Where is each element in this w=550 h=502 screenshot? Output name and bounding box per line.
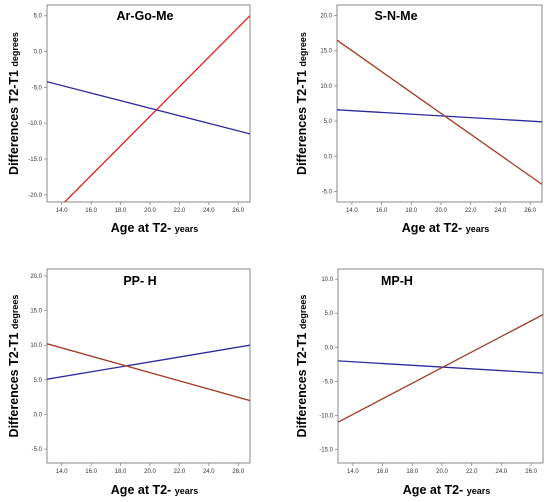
x-tick-label: 14.0 <box>56 208 68 214</box>
x-axis-label: Age at T2- years <box>403 483 490 497</box>
series-line-2 <box>63 15 250 202</box>
y-tick-label: 20.0 <box>320 14 332 20</box>
x-tick-label: 20.0 <box>144 208 156 214</box>
series-line-2 <box>47 343 250 402</box>
x-tick-label: 14.0 <box>56 469 68 475</box>
x-tick-label: 22.0 <box>174 208 186 214</box>
x-tick-label: 26.0 <box>232 208 244 214</box>
x-axis-label: Age at T2- years <box>402 221 489 235</box>
chart-panel-2: 20.0 15.0 10.0 5.0 0.0 -5.0 14.0 16.0 18.0 20.0 22… <box>295 4 543 235</box>
plot-area <box>46 4 251 203</box>
y-tick-label: -5.0 <box>32 447 43 453</box>
x-tick-label: 16.0 <box>376 208 388 214</box>
x-tick-label: 20.0 <box>144 469 156 475</box>
x-tick-label: 18.0 <box>115 208 127 214</box>
series-line-1 <box>47 344 250 380</box>
y-axis-label: Differences T2-T1 degrees <box>295 295 309 438</box>
y-tick-label: 5.0 <box>324 119 333 125</box>
x-tick-label: 26.0 <box>525 469 537 475</box>
y-tick-label: -15.0 <box>319 447 333 453</box>
x-tick-label: 24.0 <box>495 208 507 214</box>
x-tick-label: 18.0 <box>115 469 127 475</box>
y-tick-label: 10.0 <box>321 277 333 283</box>
y-tick-label: -10.0 <box>28 121 42 127</box>
series-line-1 <box>338 360 543 374</box>
plot-area <box>337 268 544 464</box>
x-axis-label: Age at T2- years <box>111 221 198 235</box>
x-tick-label: 18.0 <box>406 469 418 475</box>
x-tick-label: 16.0 <box>377 469 389 475</box>
y-tick-label: 15.0 <box>320 49 332 55</box>
x-tick-label: 18.0 <box>405 208 417 214</box>
x-tick-label: 26.0 <box>232 469 244 475</box>
series-group <box>47 343 250 402</box>
y-tick-label: 10.0 <box>30 343 42 349</box>
panel-title: Ar-Go-Me <box>117 9 174 23</box>
x-tick-label: 16.0 <box>85 469 97 475</box>
series-line-1 <box>337 109 542 123</box>
y-tick-label: 10.0 <box>320 84 332 90</box>
x-tick-label: 20.0 <box>435 208 447 214</box>
x-tick-label: 22.0 <box>466 469 478 475</box>
series-group <box>337 39 542 185</box>
series-group <box>47 15 250 202</box>
y-axis-label: Differences T2-T1 degrees <box>7 32 21 175</box>
plot-area <box>336 4 543 203</box>
y-tick-label: 5.0 <box>34 14 43 20</box>
y-tick-label: -5.0 <box>32 85 43 91</box>
y-tick-label: 5.0 <box>325 311 334 317</box>
x-tick-label: 20.0 <box>436 469 448 475</box>
plot-area <box>46 268 251 464</box>
y-tick-label: -5.0 <box>322 189 333 195</box>
y-axis-label: Differences T2-T1 degrees <box>295 32 309 175</box>
y-tick-label: 0.0 <box>325 345 334 351</box>
y-tick-label: 20.0 <box>30 274 42 280</box>
chart-panel-3: 20.0 15.0 10.0 5.0 0.0 -5.0 14.0 16.0 18.0 20.0 22… <box>7 268 251 497</box>
x-tick-label: 22.0 <box>174 469 186 475</box>
series-line-1 <box>47 81 250 135</box>
x-tick-label: 26.0 <box>524 208 536 214</box>
y-tick-label: -5.0 <box>323 379 334 385</box>
x-tick-label: 16.0 <box>85 208 97 214</box>
panel-title: PP- H <box>123 274 156 288</box>
series-group <box>338 314 543 423</box>
y-tick-label: 0.0 <box>324 154 333 160</box>
panel-title: MP-H <box>381 274 413 288</box>
panel-title: S-N-Me <box>374 9 417 23</box>
x-tick-label: 14.0 <box>347 469 359 475</box>
y-tick-label: -20.0 <box>28 193 42 199</box>
chart-panel-4: 10.0 5.0 0.0 -5.0 -10.0 -15.0 14.0 16.0 18.0 20.0… <box>295 268 544 497</box>
x-tick-label: 24.0 <box>203 208 215 214</box>
y-axis-label: Differences T2-T1 degrees <box>7 295 21 438</box>
y-tick-label: -10.0 <box>319 413 333 419</box>
y-tick-label: 0.0 <box>34 50 43 56</box>
y-tick-label: 0.0 <box>34 413 43 419</box>
y-tick-label: -15.0 <box>28 157 42 163</box>
y-tick-label: 15.0 <box>30 309 42 315</box>
y-tick-label: 5.0 <box>34 378 43 384</box>
x-tick-label: 24.0 <box>203 469 215 475</box>
series-line-2 <box>337 39 542 185</box>
series-line-2 <box>338 314 543 423</box>
x-tick-label: 14.0 <box>346 208 358 214</box>
chart-panel-1: 5.0 0.0 -5.0 -10.0 -15.0 -20.0 14.0 16.0 18.0 20.… <box>7 4 251 235</box>
x-axis-label: Age at T2- years <box>111 483 198 497</box>
x-tick-label: 22.0 <box>465 208 477 214</box>
x-tick-label: 24.0 <box>496 469 508 475</box>
